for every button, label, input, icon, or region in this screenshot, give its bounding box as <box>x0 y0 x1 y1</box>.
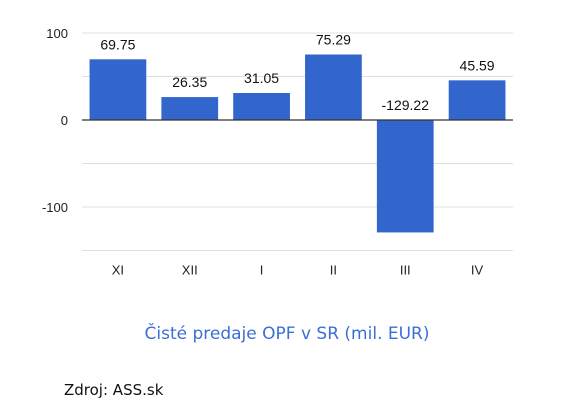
y-tick-label: 100 <box>46 26 68 41</box>
x-tick-label: III <box>400 263 411 278</box>
x-tick-label: XII <box>182 263 198 278</box>
y-tick-label: -100 <box>42 200 68 215</box>
data-label: 69.75 <box>100 36 135 52</box>
data-label: 75.29 <box>316 31 351 47</box>
data-label: 45.59 <box>460 57 495 73</box>
x-tick-label: II <box>330 263 337 278</box>
data-label: 26.35 <box>172 74 207 90</box>
bar <box>161 97 219 120</box>
x-tick-label: I <box>260 263 264 278</box>
y-tick-label: 0 <box>61 113 68 128</box>
source-note: Zdroj: ASS.sk <box>64 381 164 399</box>
data-label: 31.05 <box>244 70 279 86</box>
bar-chart: 100 0 -100 69.75 XI 26.35 XII 31.05 I 75.29 II -129… <box>42 26 513 278</box>
bar <box>448 80 506 120</box>
bar <box>376 120 434 233</box>
x-tick-label: IV <box>471 263 484 278</box>
bar <box>233 92 290 120</box>
bar <box>305 54 362 121</box>
data-label: -129.22 <box>382 97 430 113</box>
chart-caption: Čisté predaje OPF v SR (mil. EUR) <box>144 324 430 344</box>
bar <box>89 59 147 120</box>
x-tick-label: XI <box>112 263 124 278</box>
